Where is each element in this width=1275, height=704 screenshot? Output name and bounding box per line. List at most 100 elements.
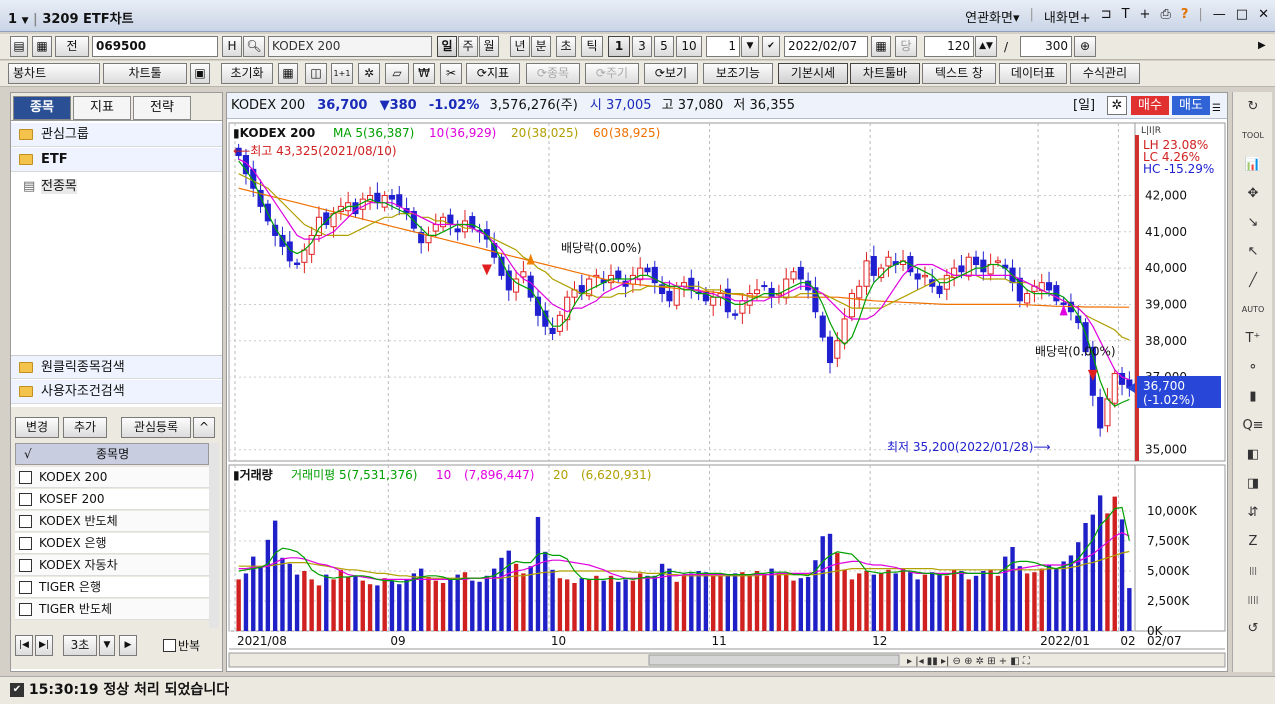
won-button[interactable]: ₩: [413, 63, 435, 84]
interval-select[interactable]: 3초: [63, 635, 97, 656]
chart-canvas[interactable]: 2021/08 09 10 11 12 2022/01 02 02/07 42,000 41,00…: [227, 119, 1227, 671]
item-button[interactable]: ⟳종목: [526, 63, 580, 84]
user-condition-search[interactable]: 사용자조건검색: [11, 380, 222, 404]
settings-gear-icon[interactable]: ✲: [358, 63, 380, 84]
play-icon[interactable]: ▶: [119, 635, 137, 656]
minimize-icon[interactable]: —: [1212, 7, 1226, 22]
chart-tools-select[interactable]: 차트툴: [103, 63, 187, 84]
reset-button[interactable]: 초기화: [221, 63, 273, 84]
change-button[interactable]: 변경: [15, 417, 59, 438]
chart-tool-5-icon[interactable]: ↖: [1247, 244, 1259, 259]
chart-tool-0-icon[interactable]: ↻: [1247, 99, 1259, 114]
period-day[interactable]: 일: [437, 36, 457, 57]
period-tick[interactable]: 틱: [581, 36, 603, 57]
text-window-button[interactable]: 텍스트 창: [922, 63, 996, 84]
next-icon[interactable]: ▶|: [35, 635, 53, 656]
one-plus-one-button[interactable]: 1+1: [331, 63, 353, 84]
tree-etf[interactable]: ETF: [11, 148, 222, 172]
chart-tool-14-icon[interactable]: ⇵: [1247, 505, 1259, 520]
tree-watch-group[interactable]: 관심그룹: [11, 123, 222, 147]
list-item-checkbox[interactable]: [19, 581, 32, 594]
my-screen-button[interactable]: 내화면+: [1043, 11, 1091, 26]
chart-tool-18-icon[interactable]: ↺: [1247, 621, 1259, 636]
prev-button[interactable]: 전: [55, 36, 89, 57]
chart-tool-1-icon[interactable]: TOOL: [1242, 131, 1264, 140]
chart-tool-9-icon[interactable]: ⚬: [1247, 360, 1259, 375]
list-icon[interactable]: ▦: [32, 36, 52, 57]
code-input[interactable]: 069500: [92, 36, 218, 57]
interval-10[interactable]: 10: [676, 36, 702, 57]
chart-tool-11-icon[interactable]: Q≡: [1242, 418, 1264, 433]
save-icon[interactable]: ▣: [190, 63, 210, 84]
history-button[interactable]: H: [222, 36, 242, 57]
interval-3[interactable]: 3: [632, 36, 652, 57]
spinner-icon[interactable]: ▲▼: [975, 36, 997, 57]
basic-price-button[interactable]: 기본시세: [778, 63, 848, 84]
chart-tool-7-icon[interactable]: AUTO: [1241, 305, 1265, 314]
chart-tool-8-icon[interactable]: T⁺: [1245, 331, 1261, 346]
tab-strategy[interactable]: 전략: [133, 96, 191, 120]
close-icon[interactable]: ✕: [1258, 7, 1269, 22]
view-button[interactable]: ⟳보기: [644, 63, 698, 84]
search-icon[interactable]: 🔍︎: [243, 36, 265, 57]
layout-split-icon[interactable]: ◫: [305, 63, 327, 84]
buy-button[interactable]: 매수: [1131, 96, 1169, 115]
chart-tool-2-icon[interactable]: 📊: [1244, 157, 1262, 172]
list-item[interactable]: KODEX 200: [15, 467, 209, 488]
data-table-button[interactable]: 데이터표: [999, 63, 1067, 84]
settings-gear-icon[interactable]: ✲: [1107, 96, 1127, 115]
count-dropdown-icon[interactable]: ▼: [741, 36, 759, 57]
print-icon[interactable]: ⎙: [1160, 7, 1171, 22]
maximize-icon[interactable]: □: [1235, 7, 1249, 22]
chart-tool-3-icon[interactable]: ✥: [1247, 186, 1259, 201]
calendar-icon[interactable]: ▦: [871, 36, 891, 57]
one-click-search[interactable]: 원클릭종목검색: [11, 355, 222, 379]
period-week[interactable]: 주: [458, 36, 478, 57]
date-check-icon[interactable]: ✔: [762, 36, 780, 57]
list-item[interactable]: KODEX 은행: [15, 533, 209, 554]
list-item[interactable]: KOSEF 200: [15, 489, 209, 510]
dropdown-icon[interactable]: ▼: [21, 16, 29, 26]
chart-type-select[interactable]: 봉차트: [8, 63, 100, 84]
layout-icon[interactable]: ▤: [10, 36, 28, 57]
list-item[interactable]: KODEX 반도체: [15, 511, 209, 532]
interval-dropdown-icon[interactable]: ▼: [99, 635, 115, 656]
tab-indicators[interactable]: 지표: [73, 96, 131, 120]
grid-icon[interactable]: ▦: [278, 63, 298, 84]
period-year[interactable]: 년: [510, 36, 530, 57]
menu-icon[interactable]: ☰: [1212, 103, 1221, 114]
view-count-input[interactable]: 120: [924, 36, 974, 57]
period-second[interactable]: 초: [556, 36, 576, 57]
total-count-input[interactable]: 300: [1020, 36, 1072, 57]
first-icon[interactable]: |◀: [15, 635, 33, 656]
current-button[interactable]: 당: [895, 36, 917, 57]
chart-tool-4-icon[interactable]: ↘: [1247, 215, 1259, 230]
scissors-icon[interactable]: ✂: [440, 63, 462, 84]
help-icon[interactable]: ?: [1180, 7, 1189, 22]
plus-icon[interactable]: +: [1139, 7, 1151, 22]
list-item-checkbox[interactable]: [19, 603, 32, 616]
font-icon[interactable]: T: [1121, 7, 1130, 22]
chart-tool-16-icon[interactable]: |||: [1248, 566, 1258, 575]
collapse-up-icon[interactable]: ^: [193, 417, 215, 438]
formula-button[interactable]: 수식관리: [1070, 63, 1140, 84]
list-item-checkbox[interactable]: [19, 559, 32, 572]
chart-tool-10-icon[interactable]: ▮: [1249, 389, 1257, 404]
list-item-checkbox[interactable]: [19, 515, 32, 528]
scroll-right-icon[interactable]: ▶: [1258, 40, 1266, 51]
chart-tool-13-icon[interactable]: ◨: [1246, 476, 1260, 491]
list-item-checkbox[interactable]: [19, 471, 32, 484]
interval-5[interactable]: 5: [654, 36, 674, 57]
aux-function-button[interactable]: 보조기능: [703, 63, 773, 84]
tree-all-items[interactable]: ▤ 전종목: [11, 175, 222, 199]
date-input[interactable]: 2022/02/07: [784, 36, 868, 57]
list-scrollbar[interactable]: [209, 443, 219, 628]
list-item[interactable]: TIGER 은행: [15, 577, 209, 598]
list-item-checkbox[interactable]: [19, 537, 32, 550]
screen-number[interactable]: 1: [8, 12, 18, 27]
interval-1[interactable]: 1: [608, 36, 630, 57]
period-minute[interactable]: 분: [531, 36, 551, 57]
chart-tool-17-icon[interactable]: ||||: [1247, 595, 1259, 604]
list-item-checkbox[interactable]: [19, 493, 32, 506]
chart-tool-15-icon[interactable]: Z: [1248, 534, 1258, 549]
